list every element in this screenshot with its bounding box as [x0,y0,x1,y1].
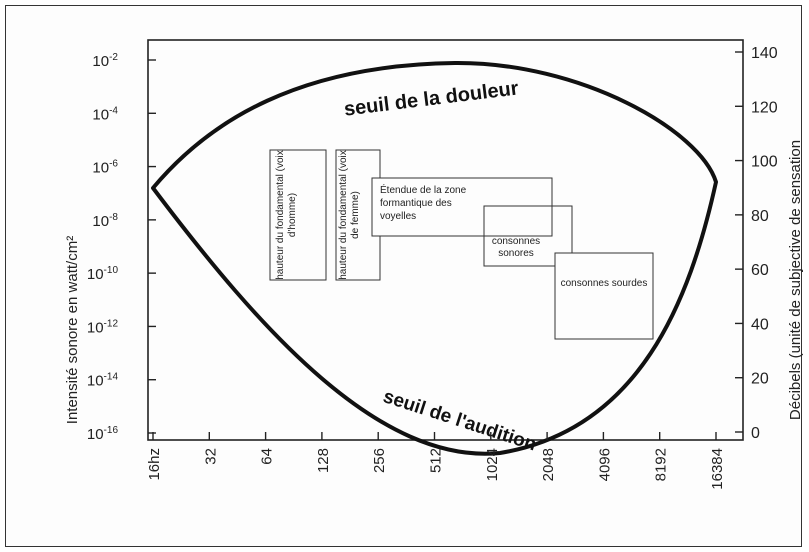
x-tick-label: 2048 [540,448,557,481]
x-tick-label: 64 [259,448,276,465]
voiceless-consonants-box: consonnes sourdes [554,252,654,340]
formant-zone-label: Étendue de la zone formantique des voyel… [380,185,467,222]
right-axis-title: Décibels (unité de subjective de sensati… [787,140,804,420]
right-tick-label: 60 [751,262,769,279]
x-tick-label: 32 [202,448,219,465]
figure-frame [5,5,802,547]
right-tick-label: 40 [751,316,769,333]
pain-threshold-label: seuil de la douleur [343,77,520,120]
male-fundamental-box: hauteur du fondamental (voix d'homme) [269,149,327,281]
formant-zone-box: Étendue de la zone formantique des voyel… [371,177,553,237]
voiced-consonants-label: consonnes sonores [491,236,541,259]
left-tick-label: 10-4 [92,105,118,123]
x-tick-label: 4096 [596,448,613,481]
left-axis-title: Intensité sonore en watt/cm² [64,236,81,424]
hearing-range-curve [151,60,718,456]
x-tick-label: 512 [428,448,445,473]
plot-area [147,39,744,441]
right-tick-label: 20 [751,371,769,388]
hearing-threshold-label: seuil de l'audition [381,386,539,455]
left-tick-label: 10-8 [92,212,118,230]
left-tick-label: 10-10 [87,265,119,283]
right-tick-label: 120 [751,99,778,116]
x-tick-label: 8192 [653,448,670,481]
left-tick-label: 10-14 [87,372,119,390]
left-tick-label: 10-6 [92,159,118,177]
x-tick-label: 256 [371,448,388,473]
axis-ticks: 10-2 10-4 10-6 10-8 10-10 10-12 10-14 10-16 140 1… [87,45,778,490]
voiced-consonants-box: consonnes sonores [483,205,573,267]
right-tick-label: 0 [751,425,760,442]
right-tick-label: 140 [751,45,778,62]
left-tick-label: 10-16 [87,425,119,443]
right-tick-label: 100 [751,154,778,171]
female-fundamental-label: hauteur du fondamental (voix de femme) [338,150,361,280]
left-tick-label: 10-2 [92,52,118,70]
voiceless-consonants-label: consonnes sourdes [560,278,648,289]
male-fundamental-label: hauteur du fondamental (voix d'homme) [275,150,298,280]
x-tick-label: 1024 [484,448,501,481]
x-tick-label: 128 [315,448,332,473]
x-tick-label: 16384 [709,448,726,490]
right-tick-label: 80 [751,208,769,225]
left-tick-label: 10-12 [87,318,119,336]
x-tick-label: 16hz [146,448,163,481]
